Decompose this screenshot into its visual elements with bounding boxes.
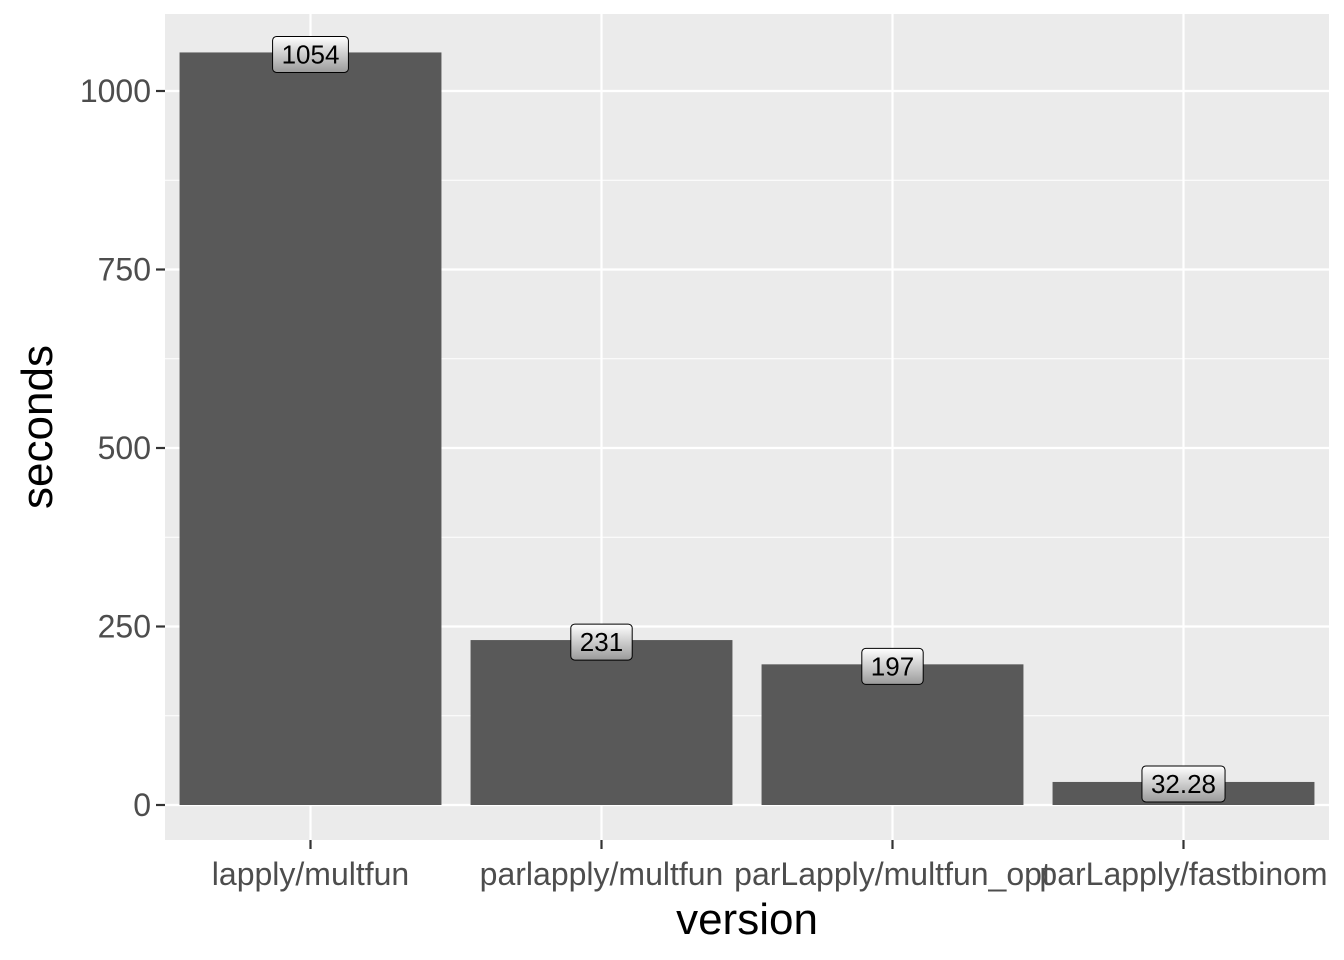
data-label-box — [1141, 765, 1226, 803]
y-tick-label: 250 — [98, 609, 151, 645]
x-axis-title: version — [676, 895, 818, 944]
data-label-text: 1054 — [282, 39, 340, 69]
y-tick-label: 750 — [98, 252, 151, 288]
x-tick-label: parLapply/multfun_opt — [734, 856, 1051, 892]
y-tick-label: 0 — [133, 787, 151, 823]
axes: 0 250 500 750 1000 lapply/multfun parlapply/mu… — [80, 73, 1328, 892]
data-labels: 1054 231 197 32.28 — [272, 35, 1226, 803]
data-label: 231 — [570, 623, 633, 661]
y-tick-label: 500 — [98, 430, 151, 466]
x-tick-label: lapply/multfun — [212, 856, 409, 892]
data-label-box — [861, 647, 924, 685]
data-label-text: 32.28 — [1151, 769, 1216, 799]
bar — [761, 664, 1024, 805]
x-tick-label: parlapply/multfun — [480, 856, 724, 892]
data-label: 32.28 — [1141, 765, 1226, 803]
bar — [179, 52, 442, 806]
y-axis-title: seconds — [13, 345, 62, 509]
x-tick-label: parLapply/fastbinom — [1039, 856, 1327, 892]
bar — [470, 640, 733, 805]
bars — [179, 52, 1315, 806]
data-label: 197 — [861, 647, 924, 685]
data-label: 1054 — [272, 35, 349, 73]
data-label-text: 231 — [580, 627, 623, 657]
data-label-text: 197 — [871, 651, 914, 681]
data-label-box — [272, 35, 349, 73]
data-label-box — [570, 623, 633, 661]
y-tick-label: 1000 — [80, 73, 151, 109]
